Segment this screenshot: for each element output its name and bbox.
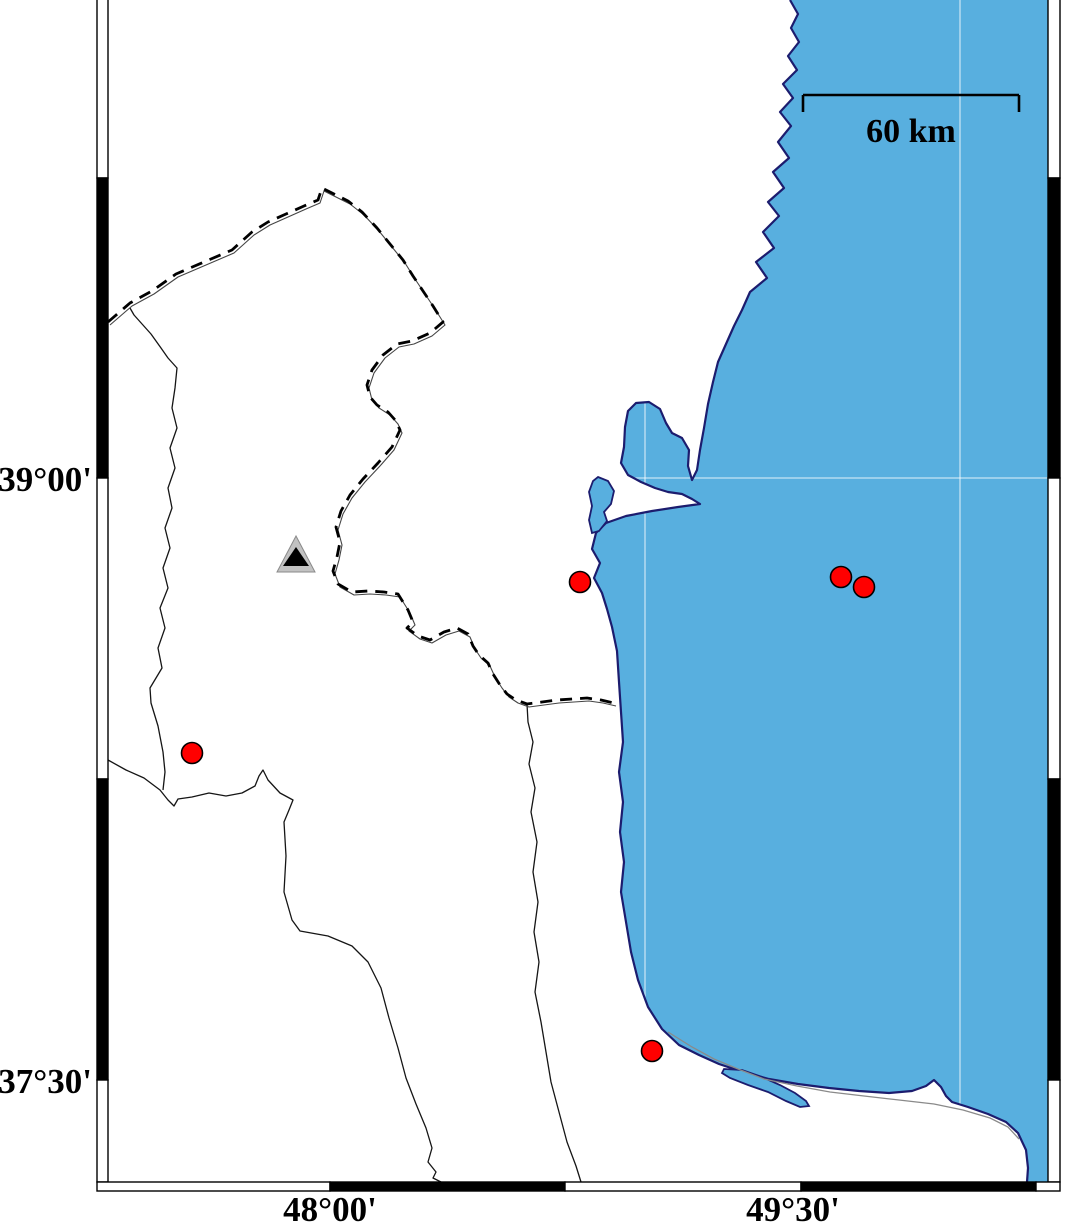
- frame-cell: [96, 1079, 109, 1183]
- province-line-west: [129, 307, 178, 791]
- sea-fill: [592, 0, 1048, 1182]
- frame-cell: [1035, 1181, 1061, 1192]
- frame-cell: [96, 177, 109, 479]
- coastal-secondary-line: [667, 1031, 1020, 1140]
- map-frame: [96, 0, 1061, 1192]
- event-marker-circle: [640, 1039, 664, 1063]
- lat-label-37-30: 37°30': [0, 1062, 92, 1101]
- station-triangle-inner: [283, 547, 309, 566]
- coastline: [590, 0, 1030, 1183]
- event-marker-circle: [852, 575, 876, 599]
- border-companion-line: [109, 190, 617, 708]
- graticule: [108, 0, 1048, 1182]
- scale-bar-label: 60 km: [866, 113, 956, 150]
- lagoon-north: [588, 475, 615, 535]
- event-marker-circle: [180, 741, 204, 765]
- lat-label-39-00: 39°00': [0, 460, 92, 499]
- province-line-south: [526, 703, 582, 1183]
- lagoon-south: [720, 1068, 811, 1108]
- frame-cell: [1047, 1079, 1061, 1183]
- province-line-southwest: [107, 759, 442, 1183]
- frame-cell: [1047, 0, 1061, 179]
- frame-cell: [1047, 477, 1061, 780]
- event-marker-circle: [829, 565, 853, 589]
- lon-label-48-00: 48°00': [283, 1190, 377, 1229]
- scale-bar: [801, 93, 1021, 112]
- event-marker-circle: [568, 570, 592, 594]
- international-border-dashed: [107, 186, 615, 706]
- frame-cell: [1047, 778, 1061, 1081]
- frame-cell: [96, 477, 109, 780]
- frame-cell: [96, 0, 109, 179]
- interior-lines: [107, 307, 582, 1183]
- frame-cell: [96, 778, 109, 1081]
- event-markers: [180, 565, 876, 1063]
- station-marker: [276, 534, 316, 573]
- lon-label-49-30: 49°30': [746, 1190, 840, 1229]
- frame-cell: [1047, 177, 1061, 479]
